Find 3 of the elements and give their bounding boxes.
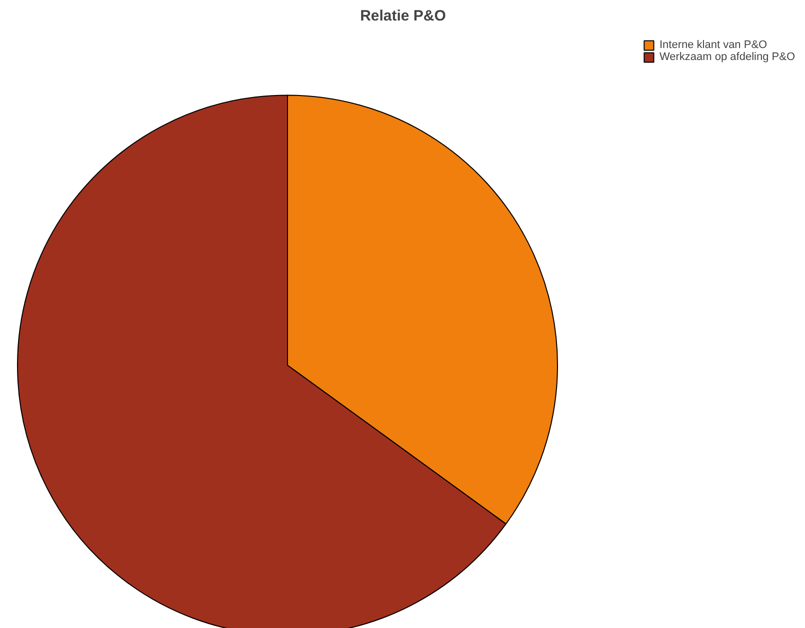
legend-label: Werkzaam op afdeling P&O — [659, 51, 795, 63]
chart-title: Relatie P&O — [360, 8, 446, 24]
legend-label: Interne klant van P&O — [659, 39, 768, 51]
